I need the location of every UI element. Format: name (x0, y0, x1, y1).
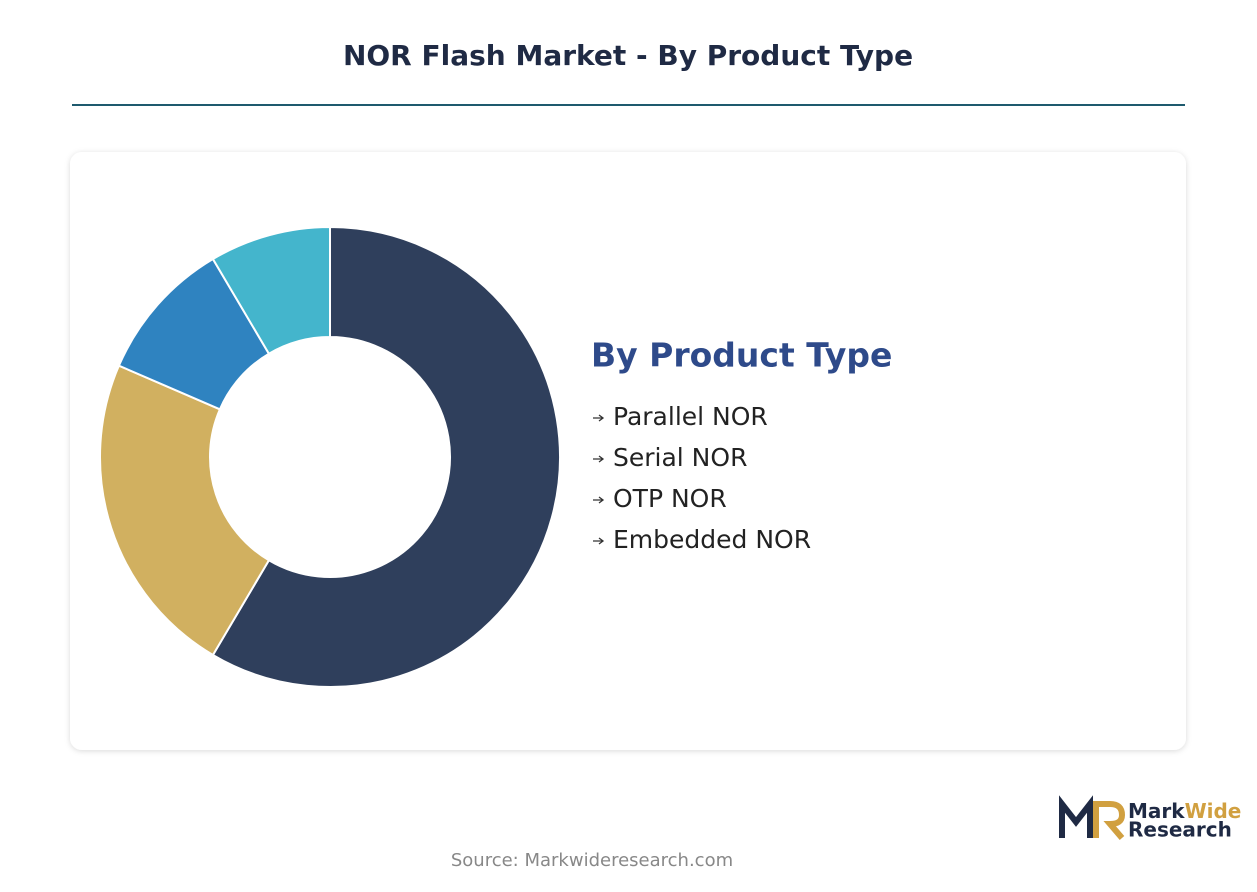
logo-icon (1093, 801, 1126, 840)
donut (99, 225, 561, 688)
chart-title: NOR Flash Market - By Product Type (343, 39, 913, 72)
legend-arrow (593, 496, 605, 504)
donut-segment (99, 364, 271, 657)
logo-text: Research (1128, 818, 1232, 842)
donut-segment (211, 225, 331, 356)
logo-icon (1059, 795, 1093, 838)
legend-label: Serial NOR (613, 443, 747, 472)
legend-arrow (593, 455, 605, 463)
legend-label: OTP NOR (613, 484, 727, 513)
logo-word: Mark (1128, 799, 1185, 823)
logo-word: Wide (1185, 799, 1242, 823)
donut-segment (211, 225, 561, 688)
legend-label: Parallel NOR (613, 402, 768, 431)
legend-arrow (593, 414, 605, 422)
legend-title: By Product Type (591, 336, 892, 375)
legend-arrow (593, 537, 605, 545)
legend-label: Embedded NOR (613, 525, 811, 554)
legend: Parallel NOR Serial NOR OTP NOR Embedded NO… (593, 402, 811, 554)
source: Source: Markwideresearch.com (451, 850, 733, 871)
logo: MarkWide Research (1059, 795, 1241, 842)
logo-text: MarkWide (1128, 799, 1241, 823)
